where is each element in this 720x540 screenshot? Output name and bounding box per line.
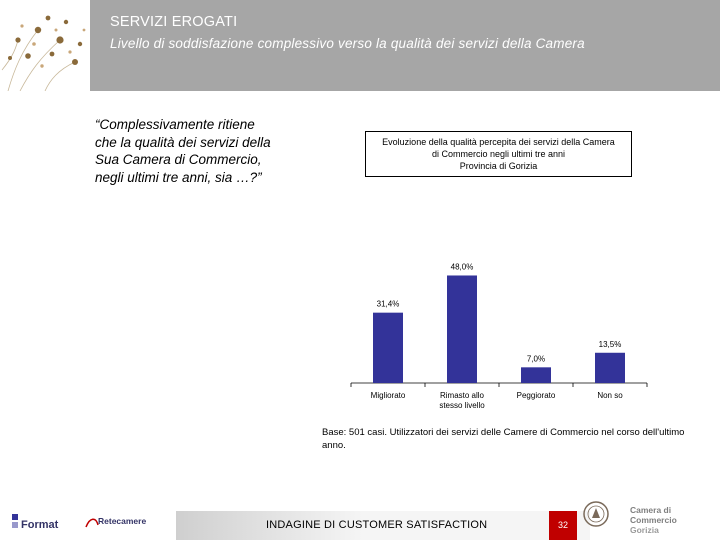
chart-title-box: Evoluzione della qualità percepita dei s… — [365, 131, 632, 177]
chart-title-line-1: Evoluzione della qualità percepita dei s… — [382, 137, 615, 147]
category-label: Non so — [597, 391, 623, 400]
bar — [521, 367, 551, 383]
survey-question: “Complessivamente ritiene che la qualità… — [95, 117, 271, 185]
format-logo: Format — [10, 510, 70, 536]
svg-text:Format: Format — [21, 519, 59, 531]
cciaa-line-1: Camera di Commercio — [630, 505, 677, 525]
category-label: stesso livello — [439, 401, 485, 410]
svg-text:Retecamere: Retecamere — [98, 516, 146, 526]
bar — [373, 312, 403, 383]
slide-subtitle: Livello di soddisfazione complessivo ver… — [110, 36, 585, 51]
retecamere-logo: Retecamere — [84, 513, 154, 533]
chart-title-line-2: di Commercio negli ultimi tre anni — [431, 149, 566, 159]
base-note: Base: 501 casi. Utilizzatori dei servizi… — [322, 427, 685, 451]
format-logo-icon: Format — [12, 514, 59, 531]
survey-title: INDAGINE DI CUSTOMER SATISFACTION — [266, 519, 488, 531]
seal-logo — [582, 500, 610, 528]
retecamere-logo-icon: Retecamere — [85, 516, 146, 528]
page-number: 32 — [549, 511, 577, 540]
chart-title-line-3: Provincia di Gorizia — [459, 161, 538, 171]
seal-icon — [583, 501, 609, 527]
data-label: 13,5% — [599, 340, 622, 349]
data-label: 31,4% — [377, 300, 400, 309]
cciaa-line-2: Gorizia — [630, 525, 659, 535]
slide-title: SERVIZI EROGATI — [110, 14, 238, 30]
bar — [595, 352, 625, 383]
data-label: 7,0% — [527, 354, 545, 363]
category-label: Migliorato — [371, 391, 406, 400]
footer-bar: INDAGINE DI CUSTOMER SATISFACTION — [176, 511, 590, 540]
floral-decoration-icon — [1, 15, 86, 91]
bar — [447, 275, 477, 383]
header-bar: SERVIZI EROGATI Livello di soddisfazione… — [0, 0, 720, 91]
category-label: Peggiorato — [517, 391, 556, 400]
header-decoration — [0, 0, 90, 91]
cciaa-logo: Camera di Commercio Gorizia — [630, 505, 720, 535]
category-label: Rimasto allo — [440, 391, 485, 400]
data-label: 48,0% — [451, 262, 474, 271]
